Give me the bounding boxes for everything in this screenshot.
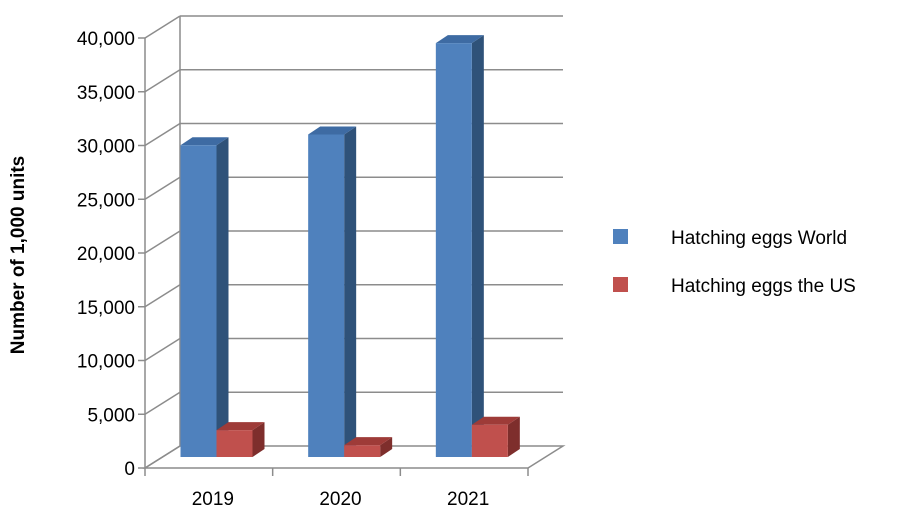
gridline-side [144,176,181,200]
y-tick-label: 30,000 [77,137,135,158]
gridline-side [144,337,181,362]
bar-front [471,424,508,457]
gridline-side [144,284,181,308]
bar-top [435,35,484,44]
bar [216,422,265,457]
y-tick-label: 35,000 [77,83,135,104]
bar-top [180,137,229,146]
legend-item: Hatching eggs the US [613,276,856,297]
bar-front [216,430,253,457]
y-tick-label: 40,000 [77,29,135,50]
bar-front [344,445,381,457]
bar-top [308,126,357,135]
x-tick-label: 2020 [319,489,361,510]
legend: Hatching eggs World Hatching eggs the US [613,228,856,297]
bar-top [471,416,520,425]
y-tick-label: 10,000 [77,352,135,373]
bar-front [180,145,217,457]
gridline-side [144,230,181,254]
bar-side [471,35,484,457]
gridline-side [144,391,181,415]
gridline-side [144,122,181,147]
x-tick-label: 2021 [447,489,489,510]
gridlines [144,15,563,469]
legend-item: Hatching eggs World [613,228,847,249]
bar [471,416,520,457]
gridline-side [144,69,181,93]
y-axis-ticks: 0 5,000 10,000 15,000 20,000 25,000 30,000 35,0… [77,29,145,480]
y-tick-label: 5,000 [87,405,135,426]
bars [180,35,520,457]
bar-top [216,422,265,431]
bar [344,437,393,457]
gridline-side [144,15,181,39]
bar-front [308,134,345,457]
x-tick-label: 2019 [192,489,234,510]
bar-top [344,437,393,446]
bar-side [216,137,229,457]
bar-side [344,126,357,457]
bar-front [435,43,472,457]
bar [308,126,357,457]
y-axis-label: Number of 1,000 units [8,156,29,355]
x-axis-ticks: 2019 2020 2021 [144,468,529,510]
bar-side [252,422,265,457]
y-tick-label: 20,000 [77,244,135,265]
bar [435,35,484,457]
legend-swatch [613,277,628,292]
y-tick-label: 25,000 [77,190,135,211]
legend-label: Hatching eggs World [671,228,847,249]
bar [180,137,229,457]
legend-label: Hatching eggs the US [671,276,856,297]
y-tick-label: 15,000 [77,298,135,319]
bar-side [507,416,520,457]
y-tick-label: 0 [124,459,135,480]
legend-swatch [613,229,628,244]
bar-side [380,437,393,457]
